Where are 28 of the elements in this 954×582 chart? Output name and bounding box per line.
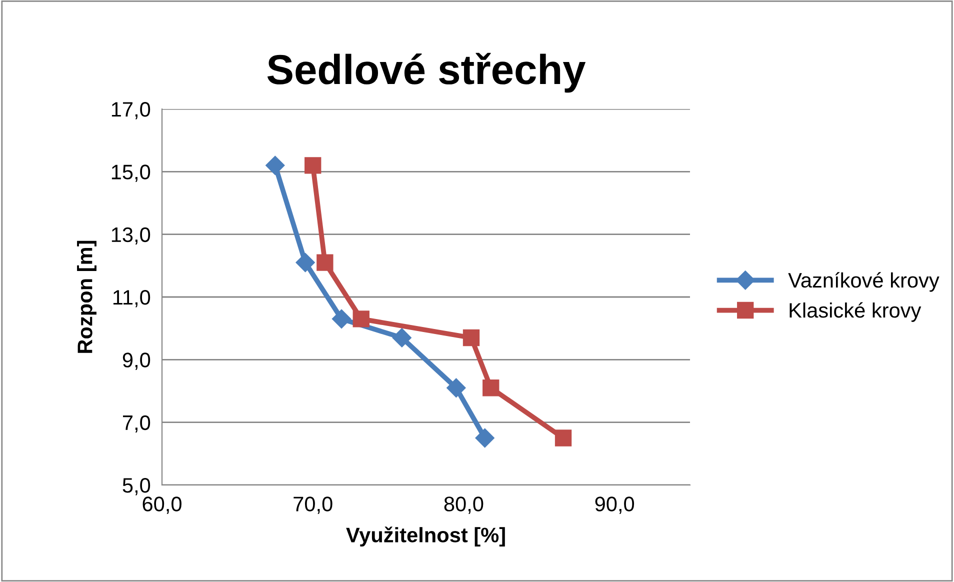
point	[352, 310, 370, 328]
point	[462, 329, 480, 346]
legend-label: Klasické krovy	[790, 302, 922, 322]
point	[332, 309, 352, 328]
point	[304, 157, 322, 174]
y-tick-label: 15,0	[112, 164, 150, 182]
y-tick-label: 11,0	[113, 290, 150, 308]
y-tick-label: 5,0	[122, 478, 150, 496]
y-axis-title: Rozpon [m]	[77, 240, 96, 353]
point	[482, 380, 500, 396]
x-tick-label: 70,0	[294, 496, 332, 514]
point	[446, 378, 466, 398]
x-tick-label: 90,0	[595, 496, 634, 514]
x-tick-label: 80,0	[444, 496, 484, 514]
legend-label: Vazníkové krovy	[788, 272, 940, 292]
y-tick-label: 7,0	[123, 415, 150, 433]
point	[392, 328, 412, 348]
y-tick-label: 17,0	[112, 102, 150, 120]
point	[266, 156, 285, 175]
y-tick-label: 9,0	[122, 352, 150, 370]
y-tick-label: 13,0	[112, 227, 150, 245]
point	[475, 428, 494, 448]
x-axis-title: Využitelnost [%]	[346, 526, 505, 547]
point	[316, 254, 334, 271]
x-tick-label: 60,0	[142, 496, 182, 514]
point	[296, 253, 315, 272]
point	[554, 430, 572, 446]
chart-title: Sedlové střechy	[267, 52, 586, 93]
